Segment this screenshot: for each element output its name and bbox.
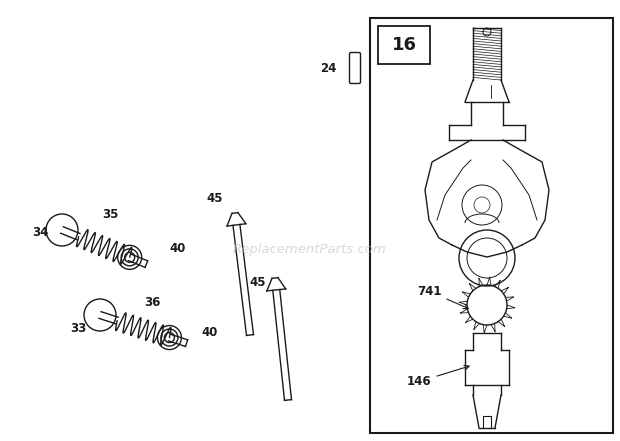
Text: 741: 741	[417, 285, 468, 309]
Text: 35: 35	[102, 209, 118, 221]
Text: 146: 146	[407, 365, 469, 388]
Text: ReplacementParts.com: ReplacementParts.com	[233, 243, 387, 257]
Text: 40: 40	[170, 242, 186, 254]
Text: 24: 24	[320, 61, 336, 75]
Text: 16: 16	[391, 36, 417, 54]
Text: 40: 40	[202, 325, 218, 339]
Text: 34: 34	[32, 227, 48, 239]
Bar	[370, 18, 613, 433]
Bar	[378, 26, 430, 64]
Text: 45: 45	[206, 191, 223, 205]
Text: 36: 36	[144, 296, 160, 310]
Text: 45: 45	[250, 277, 266, 289]
Text: 33: 33	[70, 321, 86, 335]
